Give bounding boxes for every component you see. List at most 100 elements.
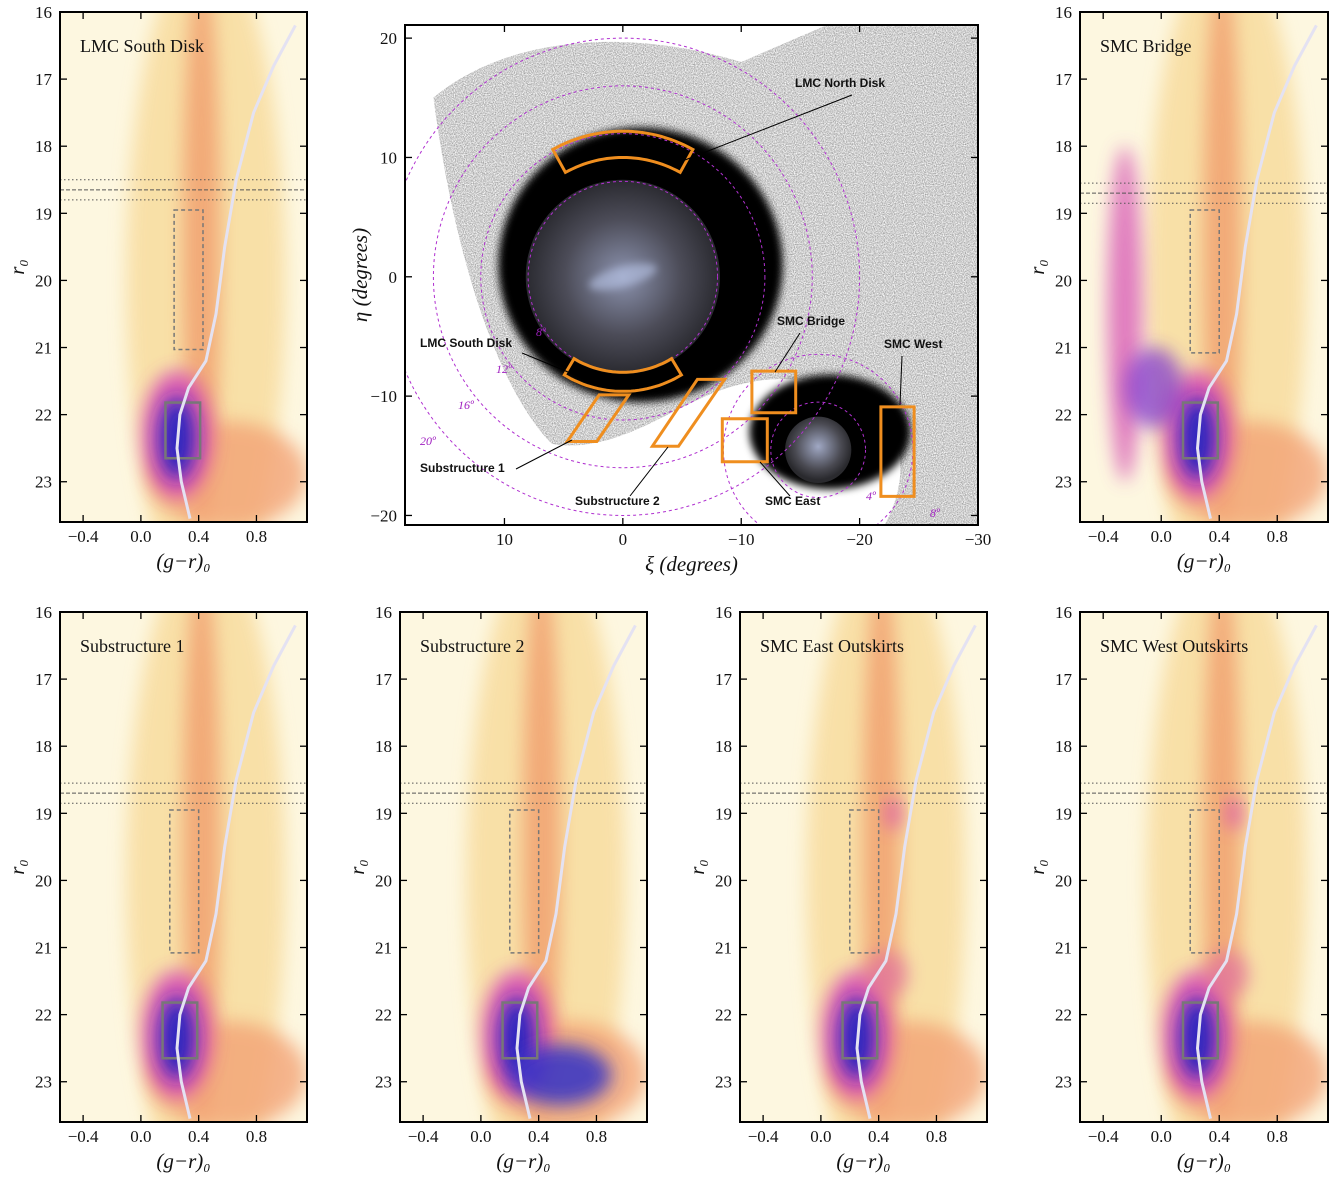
region-outline <box>720 417 769 464</box>
plot-area <box>400 612 647 1122</box>
selection-box <box>1181 401 1220 460</box>
region-label: LMC North Disk <box>795 76 885 90</box>
selection-box <box>161 1001 199 1060</box>
axes-frame <box>59 11 308 523</box>
x-tick-label: −0.4 <box>748 1127 779 1146</box>
y-tick-label: 19 <box>1055 804 1072 823</box>
panel: Substructure 1 −0.4 0.0 0.4 0.8 16 17 18 19 20 21 2… <box>5 603 308 1173</box>
ring-label: 8º <box>930 506 940 520</box>
x-tick-label: 0.4 <box>528 1127 550 1146</box>
selection-box <box>501 1001 539 1060</box>
x-axis-label: (g−r)₀ <box>156 549 210 573</box>
region-outline <box>550 129 695 175</box>
y-tick-label: 10 <box>380 148 397 167</box>
x-tick-label: 0.0 <box>1151 1127 1172 1146</box>
isochrone <box>175 624 297 1119</box>
x-tick-label: −0.4 <box>68 527 99 546</box>
x-tick-label: 0.8 <box>1267 527 1288 546</box>
region-label: SMC Bridge <box>777 314 845 328</box>
isochrone <box>175 24 297 519</box>
x-tick-label: 0.8 <box>246 527 267 546</box>
y-tick-label: 19 <box>35 204 52 223</box>
x-tick-label: 0.0 <box>810 1127 831 1146</box>
x-tick-label: 0 <box>619 530 628 549</box>
y-tick-label: 0 <box>389 268 398 287</box>
y-axis-label: η (degrees) <box>348 228 372 322</box>
x-axis-label: (g−r)₀ <box>156 1149 210 1173</box>
y-tick-label: 17 <box>375 670 393 689</box>
y-tick-label: 20 <box>380 29 397 48</box>
region-label: SMC East <box>765 494 820 508</box>
y-tick-label: 20 <box>1055 871 1072 890</box>
plot-area <box>1080 612 1328 1122</box>
radius-ring <box>527 180 719 373</box>
panel-title: SMC Bridge <box>1100 36 1192 56</box>
selection-box <box>173 209 204 351</box>
region-label: LMC South Disk <box>420 336 512 350</box>
axes-frame <box>404 24 979 526</box>
y-tick-label: 23 <box>35 473 52 492</box>
x-tick-label: 0.0 <box>130 527 151 546</box>
x-tick-label: −0.4 <box>408 1127 439 1146</box>
x-tick-label: 0.8 <box>246 1127 267 1146</box>
region-outline <box>562 356 684 393</box>
y-axis-label: r₀ <box>1025 259 1049 274</box>
density-shading <box>864 950 908 998</box>
y-axis-label: r₀ <box>5 859 29 874</box>
y-tick-label: 16 <box>35 3 52 22</box>
y-tick-label: −10 <box>370 387 397 406</box>
y-tick-label: 20 <box>1055 271 1072 290</box>
radius-ring <box>770 401 867 499</box>
y-tick-label: 20 <box>375 871 392 890</box>
selection-box <box>509 809 540 954</box>
isochrone <box>855 624 977 1119</box>
x-tick-label: 0.8 <box>1267 1127 1288 1146</box>
y-tick-label: 20 <box>715 871 732 890</box>
radius-ring <box>405 37 861 516</box>
density-shading <box>509 1044 611 1106</box>
y-tick-label: 23 <box>375 1073 392 1092</box>
y-tick-label: 17 <box>715 670 733 689</box>
y-tick-label: 22 <box>375 1006 392 1025</box>
axes-frame <box>399 611 648 1123</box>
selection-box <box>1181 1001 1220 1060</box>
y-tick-label: 22 <box>1055 406 1072 425</box>
y-tick-label: 23 <box>1055 473 1072 492</box>
y-tick-label: 21 <box>35 339 52 358</box>
y-tick-label: 18 <box>375 737 392 756</box>
panel: SMC West Outskirts −0.4 0.0 0.4 0.8 16 17 18 19 2… <box>1025 603 1329 1173</box>
y-tick-label: 17 <box>1055 70 1073 89</box>
ring-label: 8º <box>536 325 546 339</box>
y-axis-label: r₀ <box>685 859 709 874</box>
x-axis-label: (g−r)₀ <box>1177 1149 1231 1173</box>
region-outline <box>879 405 916 498</box>
x-tick-label: 0.0 <box>470 1127 491 1146</box>
y-tick-label: 19 <box>715 804 732 823</box>
panel-title: SMC East Outskirts <box>760 636 904 656</box>
selection-box <box>169 809 200 954</box>
panel-title: LMC South Disk <box>80 36 204 56</box>
x-axis-label: ξ (degrees) <box>645 552 738 576</box>
panel: Substructure 2 −0.4 0.0 0.4 0.8 16 17 18 19 20 21 2… <box>345 603 648 1173</box>
x-tick-label: 0.8 <box>926 1127 947 1146</box>
y-tick-label: 22 <box>35 1006 52 1025</box>
region-label: SMC West <box>884 337 942 351</box>
axes-frame <box>1079 611 1329 1123</box>
x-tick-label: −0.4 <box>1088 527 1119 546</box>
panel-title: SMC West Outskirts <box>1100 636 1248 656</box>
y-tick-label: 18 <box>1055 137 1072 156</box>
isochrone <box>1195 24 1318 519</box>
y-tick-label: −20 <box>370 506 397 525</box>
selection-box <box>1189 809 1220 954</box>
axes-frame <box>59 611 308 1123</box>
x-tick-label: −0.4 <box>1088 1127 1119 1146</box>
x-tick-label: 0.8 <box>586 1127 607 1146</box>
leader-line <box>774 332 801 373</box>
y-tick-label: 22 <box>715 1006 732 1025</box>
x-tick-label: −30 <box>965 530 992 549</box>
x-tick-label: −20 <box>846 530 873 549</box>
panel: SMC East Outskirts −0.4 0.0 0.4 0.8 16 17 18 19 2… <box>685 603 988 1173</box>
density-shading <box>885 796 901 831</box>
y-tick-label: 16 <box>35 603 52 622</box>
